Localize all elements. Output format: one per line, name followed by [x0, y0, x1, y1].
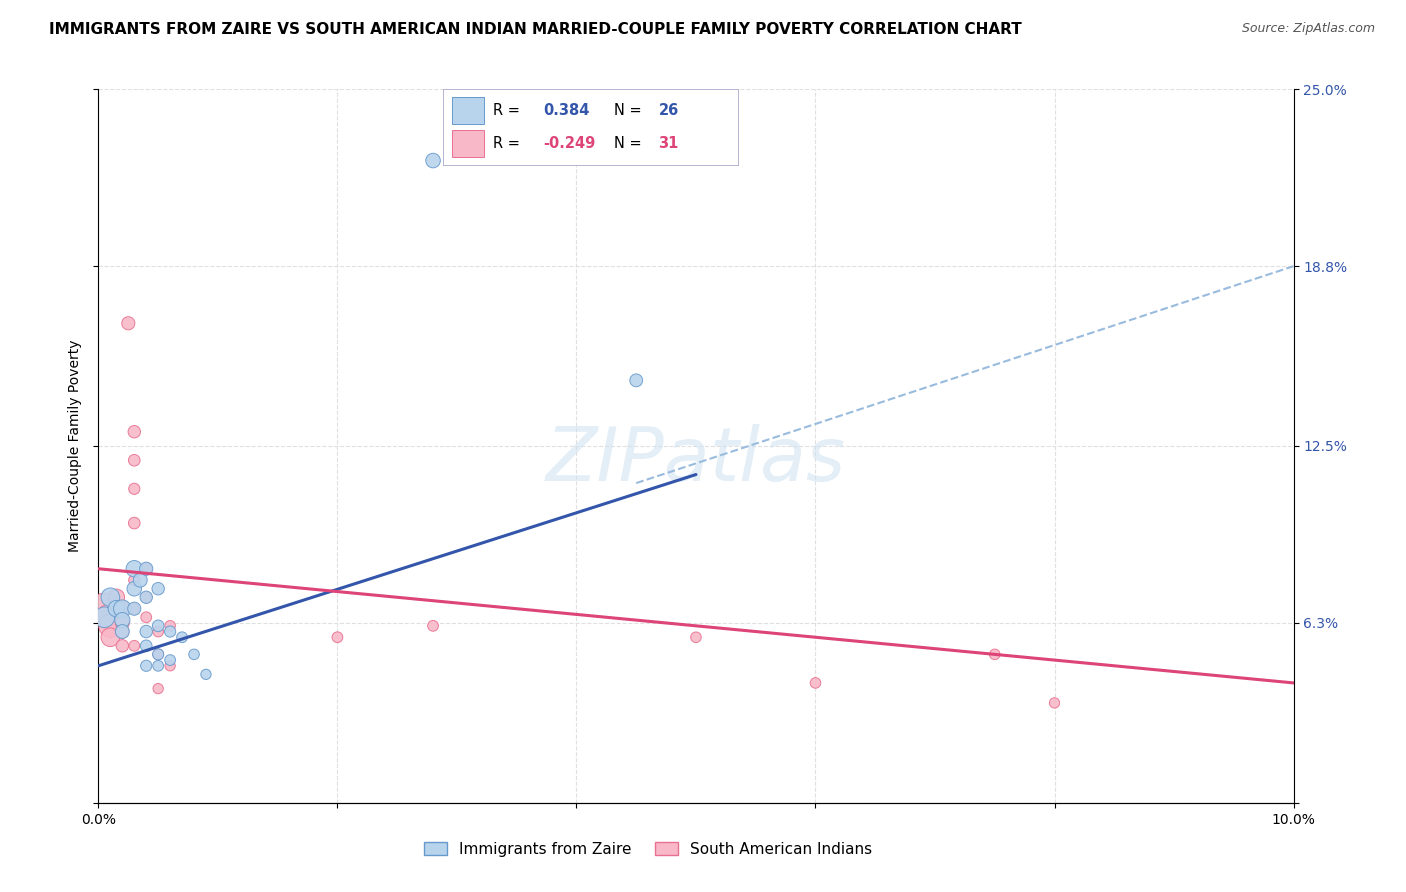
- Point: [98, 610, 122, 624]
- Text: IMMIGRANTS FROM ZAIRE VS SOUTH AMERICAN INDIAN MARRIED-COUPLE FAMILY POVERTY COR: IMMIGRANTS FROM ZAIRE VS SOUTH AMERICAN …: [49, 22, 1022, 37]
- Point: [159, 658, 181, 673]
- Point: [124, 562, 146, 576]
- Point: [422, 153, 444, 168]
- Point: [124, 425, 146, 439]
- Point: [124, 601, 146, 615]
- Point: [148, 658, 170, 673]
- Point: [117, 316, 139, 330]
- Point: [105, 591, 128, 605]
- Y-axis label: Married-Couple Family Poverty: Married-Couple Family Poverty: [69, 340, 83, 552]
- Point: [111, 601, 134, 615]
- Point: [124, 453, 146, 467]
- Point: [422, 619, 444, 633]
- Bar: [451, 97, 484, 124]
- Point: [135, 562, 157, 576]
- Point: [124, 639, 146, 653]
- Point: [135, 624, 157, 639]
- Point: [135, 591, 157, 605]
- Point: [148, 582, 170, 596]
- Point: [93, 601, 115, 615]
- Point: [195, 667, 218, 681]
- Point: [135, 562, 157, 576]
- Text: N =: N =: [614, 103, 641, 118]
- Point: [326, 630, 349, 644]
- Point: [159, 653, 181, 667]
- Point: [111, 624, 134, 639]
- Point: [148, 624, 170, 639]
- Point: [135, 639, 157, 653]
- Point: [172, 630, 194, 644]
- Point: [105, 601, 128, 615]
- Point: [129, 573, 152, 587]
- Point: [124, 601, 146, 615]
- Legend: Immigrants from Zaire, South American Indians: Immigrants from Zaire, South American In…: [418, 836, 879, 863]
- Point: [135, 610, 157, 624]
- Point: [93, 610, 115, 624]
- Point: [148, 648, 170, 662]
- Point: [124, 582, 146, 596]
- Text: R =: R =: [494, 103, 520, 118]
- Point: [111, 624, 134, 639]
- Text: ZIPatlas: ZIPatlas: [546, 425, 846, 496]
- Point: [148, 619, 170, 633]
- Point: [804, 676, 827, 690]
- Text: R =: R =: [494, 136, 520, 152]
- Text: 0.384: 0.384: [543, 103, 589, 118]
- Point: [124, 573, 146, 587]
- Point: [98, 630, 122, 644]
- Point: [685, 630, 707, 644]
- Point: [159, 619, 181, 633]
- Point: [159, 624, 181, 639]
- Text: Source: ZipAtlas.com: Source: ZipAtlas.com: [1241, 22, 1375, 36]
- Point: [148, 648, 170, 662]
- Point: [135, 591, 157, 605]
- Point: [111, 639, 134, 653]
- Point: [135, 658, 157, 673]
- Point: [183, 648, 205, 662]
- Point: [111, 601, 134, 615]
- Point: [124, 482, 146, 496]
- Text: N =: N =: [614, 136, 641, 152]
- Point: [148, 681, 170, 696]
- Text: 31: 31: [658, 136, 679, 152]
- Text: 26: 26: [658, 103, 679, 118]
- Point: [124, 516, 146, 530]
- Point: [111, 615, 134, 630]
- Point: [98, 619, 122, 633]
- Point: [1043, 696, 1066, 710]
- Point: [98, 591, 122, 605]
- Point: [984, 648, 1007, 662]
- Point: [111, 613, 134, 627]
- Point: [626, 373, 648, 387]
- Bar: [451, 130, 484, 158]
- Text: -0.249: -0.249: [543, 136, 596, 152]
